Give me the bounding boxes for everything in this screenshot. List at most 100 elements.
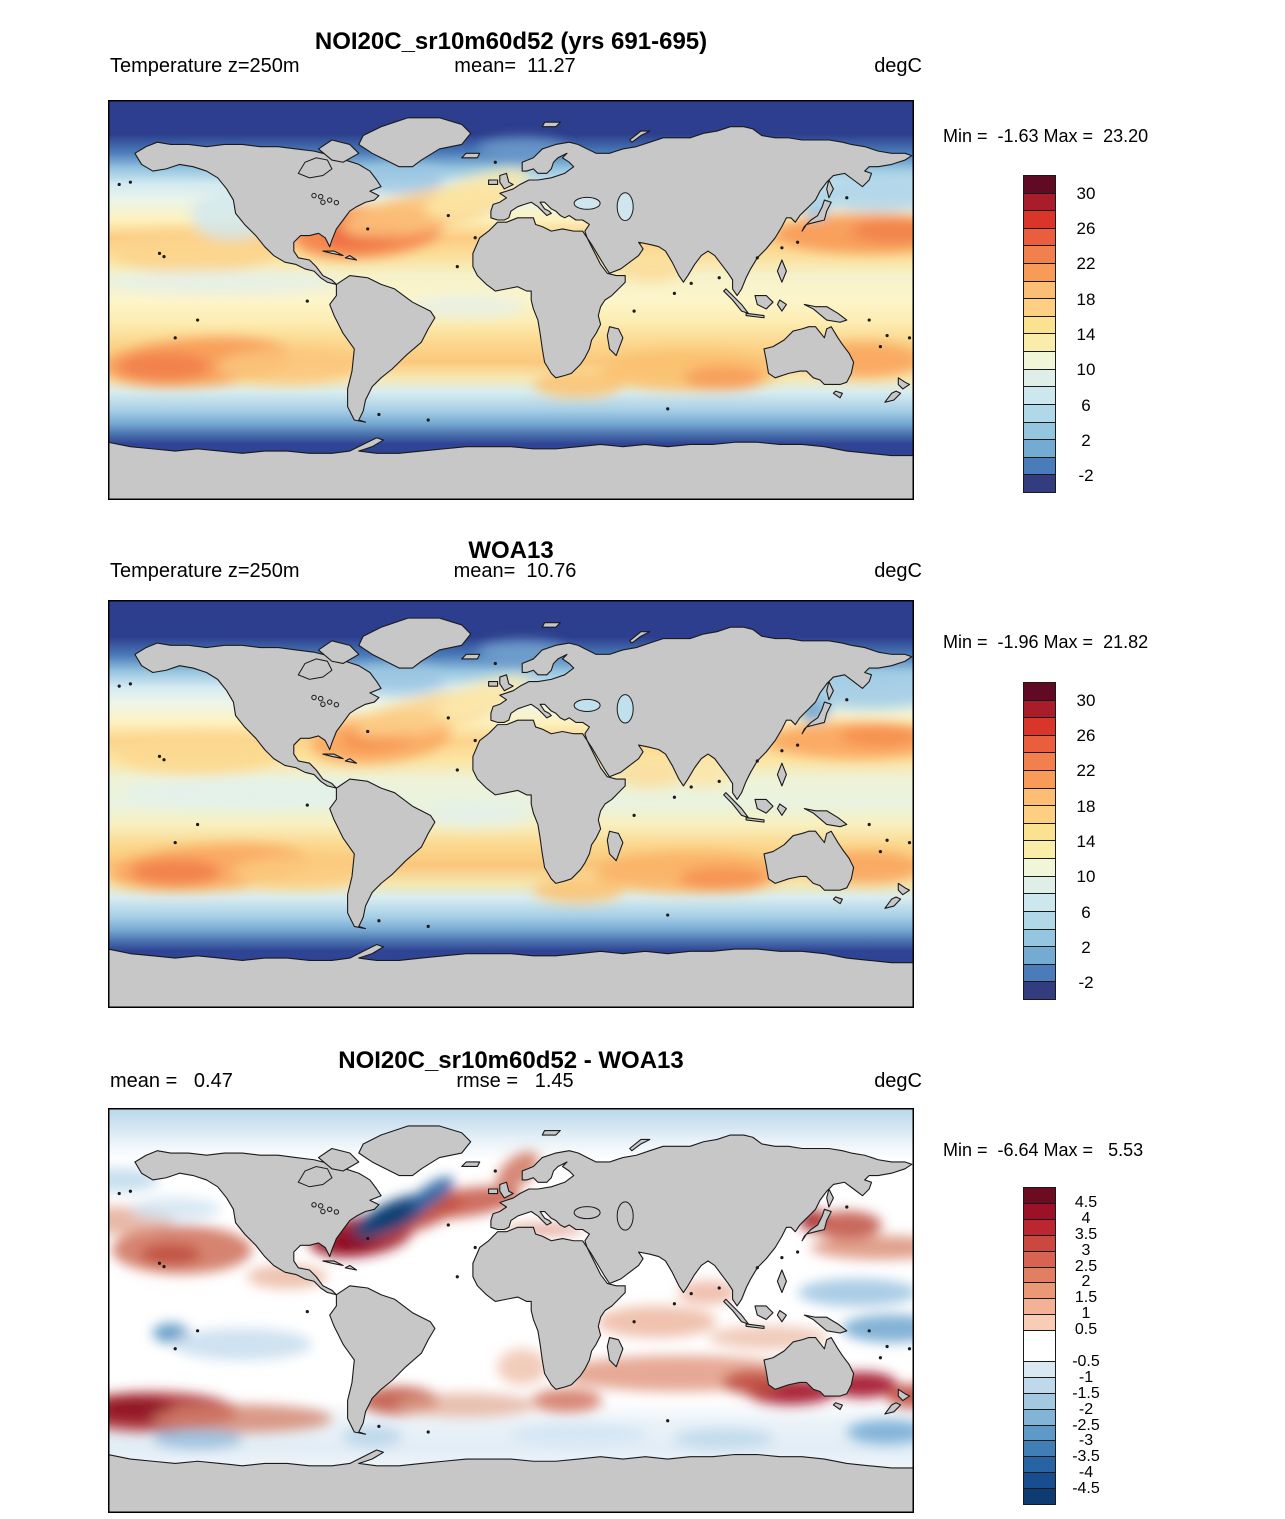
colorbar-cell xyxy=(1024,1203,1055,1220)
colorbar-cell xyxy=(1024,475,1055,492)
colorbar-cell xyxy=(1024,228,1055,247)
panel-1-mean-label: mean= 11.27 xyxy=(454,55,576,77)
great-lake xyxy=(311,694,317,701)
great-lake xyxy=(311,1202,317,1208)
landmass-sumatra xyxy=(723,288,749,314)
landmass-newguinea xyxy=(803,303,848,323)
panel-3-rmse-label: rmse = 1.45 xyxy=(456,1070,574,1092)
landmass-iceland xyxy=(461,152,481,159)
great-lake xyxy=(318,695,324,702)
panel-3-label-row: mean = 0.47 rmse = 1.45 degC xyxy=(108,1070,922,1094)
colorbar-tick-label: 1.5 xyxy=(1074,1289,1098,1307)
great-lake xyxy=(318,1203,324,1209)
panel-2-units-label: degC xyxy=(874,560,922,582)
inland-water-layer xyxy=(297,157,634,222)
colorbar-tick-label: -4 xyxy=(1078,1464,1094,1482)
world-map-difference xyxy=(108,1108,914,1513)
colorbar-cell xyxy=(1024,193,1055,212)
colorbar-tick-label: 18 xyxy=(1076,289,1096,309)
colorbar-tick-label: 30 xyxy=(1076,690,1096,710)
landmass-sa xyxy=(329,1285,436,1435)
panel-1-colorbar xyxy=(1023,175,1056,493)
temperature-field-layer xyxy=(109,639,914,904)
colorbar-cell xyxy=(1024,683,1055,701)
colorbar-cell xyxy=(1024,1393,1055,1410)
landmass-cuba xyxy=(322,753,344,760)
colorbar-tick-label: 26 xyxy=(1076,219,1096,238)
colorbar-cell xyxy=(1024,753,1055,772)
landmass-sulawesi xyxy=(776,803,787,816)
colorbar-tick-label: 10 xyxy=(1076,867,1096,887)
colorbar-tick-label: -3 xyxy=(1078,1432,1094,1450)
great-lake xyxy=(327,1206,333,1213)
great-lake xyxy=(320,199,326,205)
colorbar-tick-label: 3 xyxy=(1081,1241,1091,1259)
landmass-svalbard xyxy=(541,622,561,628)
colorbar-cell xyxy=(1024,1425,1055,1442)
landmass-philippines xyxy=(776,259,787,283)
landmass-java xyxy=(745,1323,765,1330)
landmass-novaya xyxy=(629,631,651,644)
landmass-madagascar xyxy=(606,1336,624,1368)
panel-2-variable-label: Temperature z=250m xyxy=(110,560,300,582)
landmass-philippines xyxy=(776,1269,787,1294)
landmass-baffin xyxy=(317,1147,360,1172)
landmass-sakhalin xyxy=(826,1188,834,1208)
colorbar-tick-label: 10 xyxy=(1076,360,1096,380)
landmass-cuba xyxy=(322,1260,344,1267)
great-lake xyxy=(320,701,326,708)
panel-1-minmax: Min = -1.63 Max = 23.20 xyxy=(943,126,1149,146)
colorbar-tick-label: 22 xyxy=(1076,254,1096,274)
landmass-japan xyxy=(801,1208,832,1242)
colorbar-tick-label: -2 xyxy=(1078,973,1094,993)
panel-3-minmax: Min = -6.64 Max = 5.53 xyxy=(943,1140,1144,1160)
panel-2-colorbar xyxy=(1023,682,1056,1000)
colorbar-cell xyxy=(1024,246,1055,265)
colorbar-cell xyxy=(1024,1489,1055,1505)
landmass-borneo xyxy=(754,798,774,814)
panel-3-units-label: degC xyxy=(874,1070,922,1092)
panel-1-colorbar-labels: 30 26 22 18 14 10 6 2 -2 xyxy=(1064,175,1108,493)
world-map-observations xyxy=(108,600,914,1008)
landmass-nz2 xyxy=(884,896,902,909)
panel-2-mean-label: mean= 10.76 xyxy=(453,560,577,582)
landmass-greenland xyxy=(358,1125,472,1177)
landmass-eurasia xyxy=(490,626,913,801)
colorbar-tick-label: 2.5 xyxy=(1074,1257,1098,1275)
colorbar-tick-label: -1 xyxy=(1078,1368,1094,1386)
colorbar-tick-label: -0.5 xyxy=(1072,1352,1100,1370)
black-sea xyxy=(573,698,601,712)
colorbar-cell xyxy=(1024,1409,1055,1426)
small-islands-layer xyxy=(117,661,912,929)
colorbar-tick-label: 22 xyxy=(1076,761,1096,781)
landmass-uk xyxy=(499,674,514,692)
colorbar-cell xyxy=(1024,264,1055,282)
landmass-australia xyxy=(763,326,855,386)
panel-1-units-label: degC xyxy=(874,55,922,77)
colorbar-cell xyxy=(1024,1473,1055,1490)
landmass-madagascar xyxy=(606,326,624,357)
caspian-sea xyxy=(616,694,634,724)
small-islands-layer xyxy=(117,160,912,422)
black-sea xyxy=(573,196,601,210)
landmass-nz2 xyxy=(884,1402,902,1415)
colorbar-cell xyxy=(1024,964,1055,983)
great-lake xyxy=(333,199,340,206)
landmass-hispaniola xyxy=(344,254,358,261)
landmass-nz1 xyxy=(897,377,911,390)
landmass-na xyxy=(134,642,382,789)
great-lake xyxy=(333,701,340,708)
landmass-borneo xyxy=(754,1305,774,1321)
colorbar-cell xyxy=(1024,422,1055,441)
colorbar-tick-label: 4.5 xyxy=(1074,1193,1098,1211)
colorbar-cell xyxy=(1024,440,1055,458)
landmass-africa xyxy=(472,719,626,884)
colorbar-cell xyxy=(1024,771,1055,789)
colorbar-tick-label: -2 xyxy=(1078,466,1094,486)
landmass-cuba xyxy=(322,250,344,257)
landmass-na xyxy=(134,141,382,285)
land-layer xyxy=(108,1125,914,1513)
land-layer xyxy=(108,117,914,500)
caspian-sea xyxy=(616,192,634,222)
landmass-australia xyxy=(763,1336,855,1397)
